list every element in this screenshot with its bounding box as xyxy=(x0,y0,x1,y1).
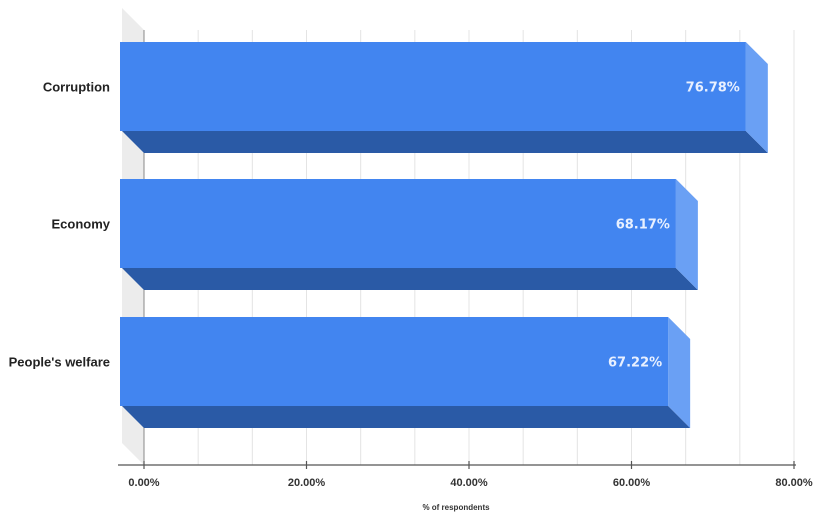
bar-front-face xyxy=(120,179,676,268)
value-label: 67.22% xyxy=(608,356,662,371)
bar-front-face xyxy=(120,317,669,406)
category-label: People's welfare xyxy=(9,355,110,370)
x-tick-label: 40.00% xyxy=(450,477,488,489)
bar-people-s-welfare: 67.22% xyxy=(120,317,691,428)
value-label: 76.78% xyxy=(686,81,740,96)
bar-corruption: 76.78% xyxy=(120,42,768,153)
x-tick-label: 60.00% xyxy=(613,477,651,489)
bar-side-face xyxy=(668,317,691,428)
bar-side-face xyxy=(745,42,768,153)
x-tick-label: 80.00% xyxy=(775,477,813,489)
bars: 76.78% 68.17% 67.22% xyxy=(120,42,768,428)
value-label: 68.17% xyxy=(616,218,670,233)
bar-bottom-face xyxy=(122,131,768,153)
x-axis-title: % of respondents xyxy=(422,503,490,512)
category-label: Corruption xyxy=(43,80,110,95)
bar-front-face xyxy=(120,42,746,131)
bar-side-face xyxy=(675,179,698,290)
x-tick-label: 20.00% xyxy=(288,477,326,489)
x-axis: 0.00% 20.00% 40.00% 60.00% 80.00% xyxy=(118,461,813,489)
category-label: Economy xyxy=(51,217,110,232)
bar-economy: 68.17% xyxy=(120,179,698,290)
bar-bottom-face xyxy=(122,268,698,290)
bar-bottom-face xyxy=(122,406,691,428)
x-tick-label: 0.00% xyxy=(128,477,159,489)
category-labels: Corruption Economy People's welfare xyxy=(9,80,111,370)
